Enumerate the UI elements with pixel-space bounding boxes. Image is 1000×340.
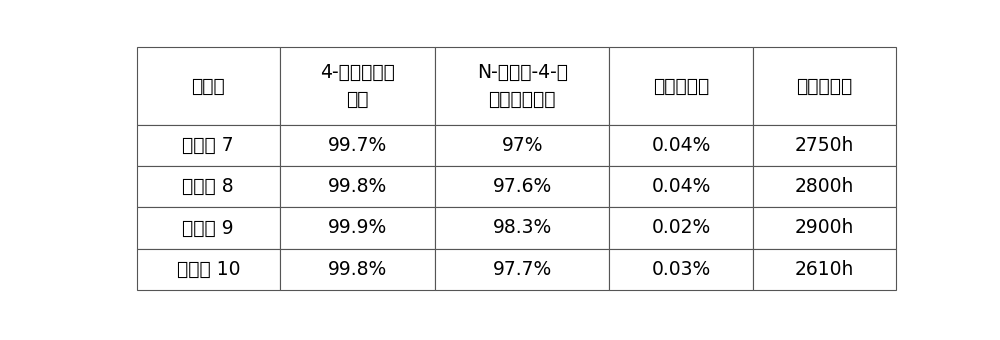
Bar bbox=[137, 249, 280, 290]
Text: N-异丙基-4-氟
苯胺色谱收率: N-异丙基-4-氟 苯胺色谱收率 bbox=[477, 63, 568, 109]
Text: 2900h: 2900h bbox=[795, 219, 854, 237]
Bar bbox=[753, 47, 896, 124]
Bar bbox=[280, 249, 435, 290]
Text: 97.7%: 97.7% bbox=[493, 260, 552, 279]
Text: 99.9%: 99.9% bbox=[328, 219, 387, 237]
Text: 实施例 8: 实施例 8 bbox=[182, 177, 234, 196]
Text: 99.7%: 99.7% bbox=[328, 136, 387, 155]
Bar bbox=[609, 249, 753, 290]
Bar bbox=[435, 124, 609, 166]
Bar bbox=[609, 166, 753, 207]
Text: 98.3%: 98.3% bbox=[493, 219, 552, 237]
Bar bbox=[137, 207, 280, 249]
Bar bbox=[609, 207, 753, 249]
Bar bbox=[435, 47, 609, 124]
Text: 0.02%: 0.02% bbox=[651, 219, 711, 237]
Bar bbox=[609, 47, 753, 124]
Text: 97.6%: 97.6% bbox=[493, 177, 552, 196]
Text: 2750h: 2750h bbox=[795, 136, 854, 155]
Text: 0.04%: 0.04% bbox=[651, 136, 711, 155]
Bar bbox=[753, 124, 896, 166]
Text: 催化剂对命: 催化剂对命 bbox=[796, 76, 853, 96]
Text: 97%: 97% bbox=[501, 136, 543, 155]
Bar bbox=[609, 124, 753, 166]
Bar bbox=[137, 47, 280, 124]
Text: 实施例 7: 实施例 7 bbox=[182, 136, 234, 155]
Bar bbox=[435, 207, 609, 249]
Text: 99.8%: 99.8% bbox=[328, 177, 387, 196]
Bar bbox=[280, 124, 435, 166]
Text: 催化剂: 催化剂 bbox=[191, 76, 225, 96]
Bar bbox=[435, 166, 609, 207]
Bar bbox=[137, 166, 280, 207]
Text: 0.04%: 0.04% bbox=[651, 177, 711, 196]
Text: 0.03%: 0.03% bbox=[651, 260, 711, 279]
Text: 99.8%: 99.8% bbox=[328, 260, 387, 279]
Bar bbox=[280, 207, 435, 249]
Text: 2610h: 2610h bbox=[795, 260, 854, 279]
Bar bbox=[753, 249, 896, 290]
Bar bbox=[280, 47, 435, 124]
Text: 实施例 9: 实施例 9 bbox=[182, 219, 234, 237]
Bar bbox=[753, 207, 896, 249]
Text: 4-氟硒基苯转
化率: 4-氟硒基苯转 化率 bbox=[320, 63, 395, 109]
Text: 2800h: 2800h bbox=[795, 177, 854, 196]
Bar bbox=[753, 166, 896, 207]
Text: 脱氢副产物: 脱氢副产物 bbox=[653, 76, 709, 96]
Bar bbox=[137, 124, 280, 166]
Bar bbox=[435, 249, 609, 290]
Bar bbox=[280, 166, 435, 207]
Text: 实施例 10: 实施例 10 bbox=[177, 260, 240, 279]
